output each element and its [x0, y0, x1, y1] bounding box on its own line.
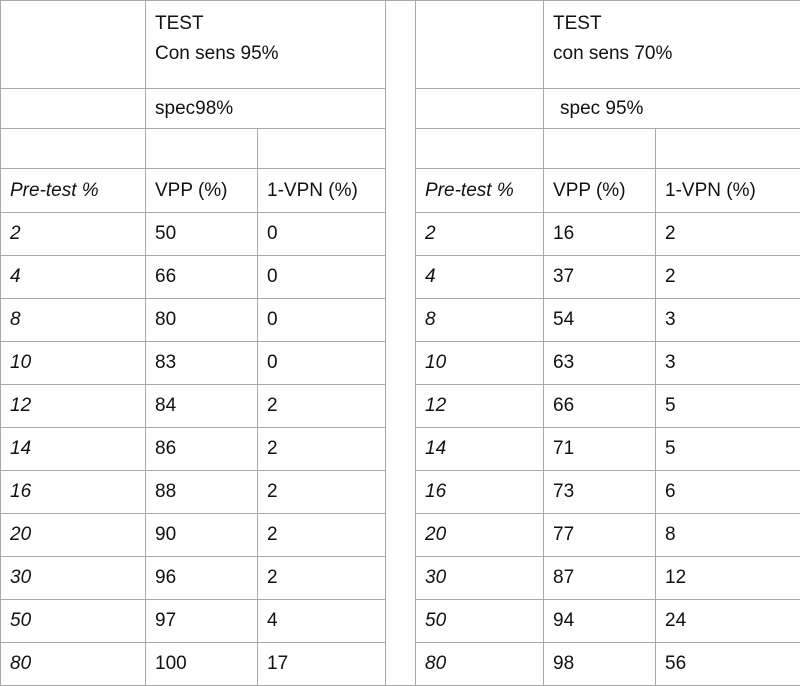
- pretest-cell: 12: [416, 385, 544, 428]
- value-cell: 3: [656, 342, 800, 385]
- test-title: TEST: [155, 9, 385, 39]
- spec-cell: spec98%: [146, 89, 386, 129]
- pretest-cell: 20: [1, 514, 146, 557]
- column-header: Pre-test %: [416, 169, 544, 213]
- pretest-cell: 4: [1, 256, 146, 299]
- pretest-cell: 30: [1, 557, 146, 600]
- value-cell: 94: [544, 600, 656, 643]
- empty-cell: [656, 129, 800, 169]
- value-cell: 73: [544, 471, 656, 514]
- test-subtitle: con sens 70%: [553, 39, 800, 69]
- value-cell: 100: [146, 643, 258, 686]
- value-cell: 97: [146, 600, 258, 643]
- value-cell: 4: [258, 600, 386, 643]
- pretest-cell: 10: [416, 342, 544, 385]
- test-title: TEST: [553, 9, 800, 39]
- value-cell: 0: [258, 299, 386, 342]
- value-cell: 2: [258, 385, 386, 428]
- value-cell: 24: [656, 600, 800, 643]
- empty-cell: [258, 129, 386, 169]
- pretest-cell: 16: [1, 471, 146, 514]
- value-cell: 2: [656, 213, 800, 256]
- value-cell: 2: [656, 256, 800, 299]
- spec-cell: spec 95%: [544, 89, 800, 129]
- value-cell: 88: [146, 471, 258, 514]
- value-cell: 6: [656, 471, 800, 514]
- value-cell: 80: [146, 299, 258, 342]
- column-header: VPP (%): [146, 169, 258, 213]
- pretest-cell: 2: [1, 213, 146, 256]
- value-cell: 0: [258, 256, 386, 299]
- column-header: VPP (%): [544, 169, 656, 213]
- value-cell: 3: [656, 299, 800, 342]
- value-cell: 87: [544, 557, 656, 600]
- value-cell: 16: [544, 213, 656, 256]
- empty-cell: [416, 89, 544, 129]
- pretest-cell: 50: [1, 600, 146, 643]
- pretest-cell: 20: [416, 514, 544, 557]
- empty-cell: [416, 129, 544, 169]
- value-cell: 2: [258, 471, 386, 514]
- value-cell: 90: [146, 514, 258, 557]
- pretest-cell: 16: [416, 471, 544, 514]
- gap-column: [386, 1, 416, 686]
- test-subtitle: Con sens 95%: [155, 39, 385, 69]
- value-cell: 0: [258, 342, 386, 385]
- value-cell: 12: [656, 557, 800, 600]
- value-cell: 54: [544, 299, 656, 342]
- value-cell: 83: [146, 342, 258, 385]
- value-cell: 86: [146, 428, 258, 471]
- pretest-cell: 50: [416, 600, 544, 643]
- empty-cell: [1, 129, 146, 169]
- empty-cell: [544, 129, 656, 169]
- pretest-cell: 80: [416, 643, 544, 686]
- empty-cell: [1, 1, 146, 89]
- value-cell: 5: [656, 428, 800, 471]
- pretest-cell: 10: [1, 342, 146, 385]
- value-cell: 2: [258, 557, 386, 600]
- value-cell: 63: [544, 342, 656, 385]
- empty-cell: [416, 1, 544, 89]
- value-cell: 50: [146, 213, 258, 256]
- pretest-cell: 14: [1, 428, 146, 471]
- column-header: Pre-test %: [1, 169, 146, 213]
- pretest-cell: 2: [416, 213, 544, 256]
- pretest-cell: 80: [1, 643, 146, 686]
- empty-cell: [146, 129, 258, 169]
- value-cell: 17: [258, 643, 386, 686]
- pretest-cell: 8: [1, 299, 146, 342]
- value-cell: 71: [544, 428, 656, 471]
- value-cell: 2: [258, 514, 386, 557]
- pretest-cell: 8: [416, 299, 544, 342]
- value-cell: 5: [656, 385, 800, 428]
- value-cell: 66: [146, 256, 258, 299]
- value-cell: 2: [258, 428, 386, 471]
- column-header: 1-VPN (%): [656, 169, 800, 213]
- value-cell: 0: [258, 213, 386, 256]
- value-cell: 37: [544, 256, 656, 299]
- value-cell: 96: [146, 557, 258, 600]
- value-cell: 56: [656, 643, 800, 686]
- empty-cell: [1, 89, 146, 129]
- pretest-cell: 30: [416, 557, 544, 600]
- value-cell: 8: [656, 514, 800, 557]
- value-cell: 84: [146, 385, 258, 428]
- value-cell: 98: [544, 643, 656, 686]
- column-header: 1-VPN (%): [258, 169, 386, 213]
- value-cell: 66: [544, 385, 656, 428]
- pretest-cell: 14: [416, 428, 544, 471]
- value-cell: 77: [544, 514, 656, 557]
- pretest-cell: 12: [1, 385, 146, 428]
- pretest-cell: 4: [416, 256, 544, 299]
